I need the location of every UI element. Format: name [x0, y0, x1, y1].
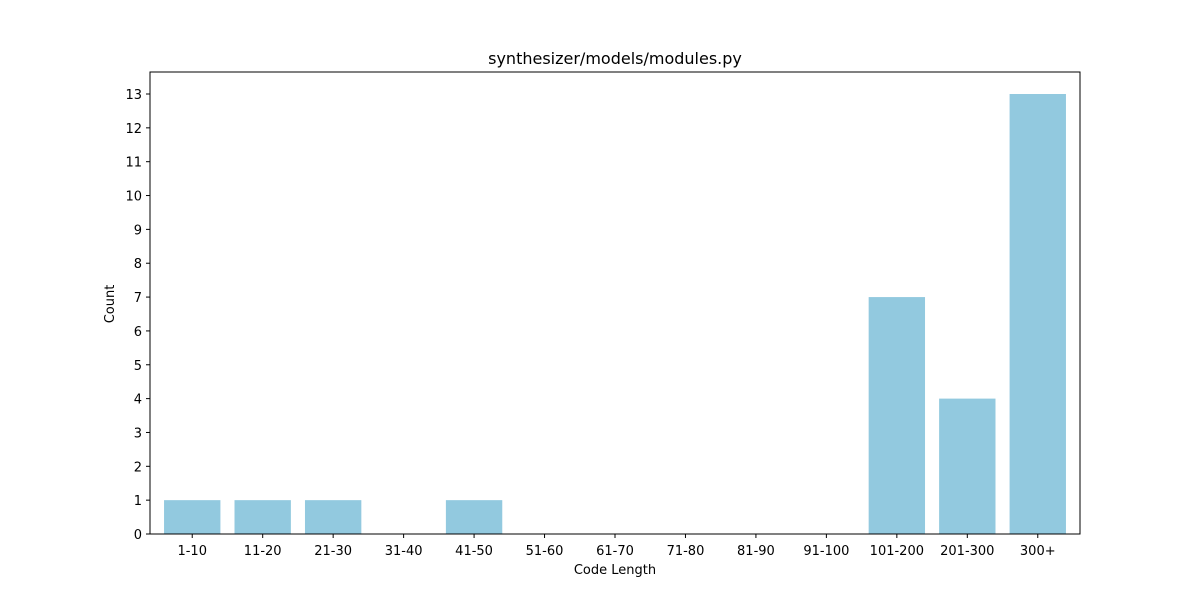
y-tick-label: 9	[134, 223, 142, 238]
bar-300+	[1009, 94, 1066, 534]
x-tick-label: 41-50	[455, 544, 493, 559]
y-tick-label: 7	[134, 291, 142, 306]
y-tick-label: 12	[125, 122, 142, 137]
y-tick-label: 11	[125, 156, 142, 171]
x-tick-label: 1-10	[177, 544, 207, 559]
x-axis-ticks: 1-10 11-20 21-30 31-40 41-50 51-60 61-70 71-80 8…	[177, 534, 1056, 559]
x-tick-label: 81-90	[737, 544, 775, 559]
y-tick-label: 8	[134, 257, 142, 272]
plot-frame	[149, 71, 1081, 535]
x-tick-label: 300+	[1020, 544, 1056, 559]
y-tick-label: 4	[134, 393, 142, 408]
bars-group	[164, 94, 1066, 534]
x-tick-label: 61-70	[596, 544, 634, 559]
x-tick-label: 11-20	[244, 544, 282, 559]
x-tick-label: 71-80	[667, 544, 705, 559]
y-tick-label: 13	[125, 88, 142, 103]
x-tick-label: 21-30	[314, 544, 352, 559]
x-tick-label: 201-300	[940, 544, 994, 559]
bar-41-50	[445, 500, 503, 534]
x-tick-label: 51-60	[526, 544, 564, 559]
y-tick-label: 0	[134, 528, 142, 543]
x-tick-label: 31-40	[385, 544, 423, 559]
bar-1-10	[164, 500, 221, 534]
y-tick-label: 2	[134, 460, 142, 475]
bar-21-30	[304, 500, 362, 534]
y-tick-label: 1	[134, 494, 142, 509]
y-axis-title: Count	[103, 285, 118, 324]
bar-101-200	[868, 297, 926, 534]
x-axis-title: Code Length	[574, 563, 656, 578]
x-tick-label: 101-200	[870, 544, 924, 559]
bar-201-300	[939, 398, 996, 534]
y-tick-label: 5	[134, 359, 142, 374]
bar-11-20	[234, 500, 291, 534]
x-tick-label: 91-100	[803, 544, 849, 559]
y-tick-label: 6	[134, 325, 142, 340]
y-tick-label: 3	[134, 426, 142, 441]
chart-title: synthesizer/models/modules.py	[488, 49, 742, 68]
y-tick-label: 10	[125, 190, 142, 205]
